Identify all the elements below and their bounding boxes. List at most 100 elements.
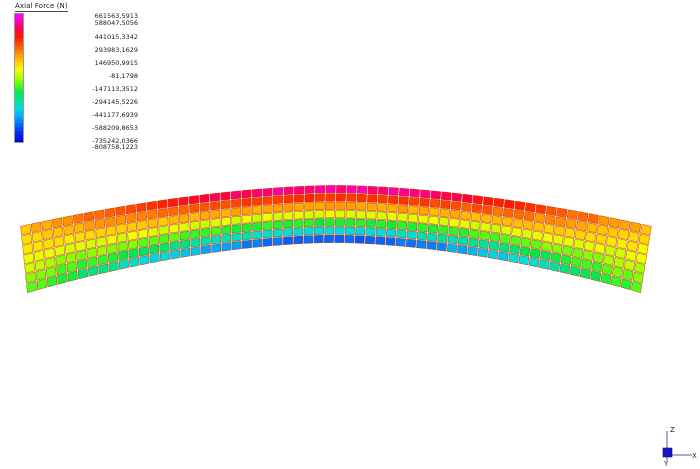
legend-color-band	[15, 57, 23, 60]
mesh-element	[544, 214, 556, 225]
mesh-element	[293, 227, 304, 236]
mesh-element	[126, 221, 138, 232]
mesh-element	[178, 205, 189, 215]
legend-color-band	[15, 73, 23, 76]
mesh-element	[346, 185, 357, 194]
mesh-element	[396, 221, 408, 231]
mesh-element	[457, 236, 469, 246]
mesh-element	[138, 237, 149, 248]
mesh-element	[74, 231, 86, 243]
mesh-element	[76, 259, 88, 271]
legend-color-band	[15, 75, 23, 77]
mesh-element	[283, 203, 294, 212]
legend-color-band	[15, 124, 23, 126]
mesh-element	[44, 247, 55, 259]
mesh-element	[419, 189, 431, 199]
legend-color-band	[15, 136, 23, 138]
mesh-element	[23, 252, 35, 265]
mesh-element	[590, 270, 602, 282]
mesh-element	[629, 221, 642, 233]
mesh-element	[519, 246, 531, 257]
mesh-element	[57, 273, 68, 285]
mesh-element	[159, 251, 170, 262]
mesh-element	[283, 236, 293, 246]
legend-color-band	[15, 48, 23, 50]
mesh-element	[514, 200, 526, 211]
mesh-element	[344, 235, 355, 244]
mesh-element	[272, 228, 283, 238]
mesh-element	[492, 206, 504, 217]
legend-color-band	[15, 59, 23, 61]
mesh-element	[273, 195, 283, 205]
mesh-element	[42, 228, 54, 241]
legend-color-band	[15, 126, 23, 129]
mesh-element	[33, 250, 45, 262]
legend-color-band	[15, 99, 23, 101]
mesh-element	[354, 235, 365, 244]
legend-color-band	[15, 33, 23, 36]
mesh-element	[314, 193, 325, 202]
mesh-element	[54, 245, 66, 257]
mesh-element	[87, 265, 99, 277]
mesh-element	[241, 189, 252, 199]
mesh-element	[158, 225, 169, 236]
legend-color-band	[15, 16, 23, 18]
legend-color-band	[15, 17, 23, 20]
mesh-element	[200, 244, 211, 255]
mesh-element	[509, 244, 520, 255]
mesh-element	[262, 221, 273, 231]
mesh-element	[210, 218, 221, 228]
mesh-element	[73, 222, 85, 234]
mesh-element	[449, 209, 461, 219]
mesh-element	[180, 239, 191, 250]
legend-color-band	[15, 45, 23, 48]
mesh-element	[231, 207, 242, 217]
mesh-element	[429, 207, 440, 217]
mesh-element	[640, 224, 652, 236]
mesh-element	[303, 235, 314, 244]
mesh-element	[377, 203, 388, 212]
axis-y-label: Y	[663, 460, 669, 468]
mesh-element	[477, 247, 489, 258]
mesh-element	[334, 226, 345, 235]
legend-color-band	[15, 118, 23, 121]
mesh-element	[148, 235, 159, 246]
legend-color-band	[15, 121, 23, 123]
legend-value-label: -81,1798	[108, 71, 138, 80]
mesh-element	[211, 243, 222, 253]
legend-color-band	[15, 129, 23, 131]
legend-color-band	[15, 138, 23, 141]
mesh-element	[592, 252, 604, 264]
mesh-element	[489, 232, 501, 243]
mesh-element	[72, 213, 84, 224]
legend-color-band	[15, 52, 23, 54]
mesh-element	[241, 206, 252, 216]
mesh-element	[56, 263, 67, 276]
mesh-element	[200, 219, 211, 229]
mesh-element	[634, 262, 646, 274]
mesh-element	[30, 221, 42, 233]
mesh-element	[180, 247, 191, 258]
mesh-element	[460, 210, 471, 221]
mesh-element	[582, 249, 594, 261]
mesh-element	[283, 228, 293, 237]
mesh-element	[190, 237, 201, 248]
mesh-element	[543, 223, 555, 234]
legend-color-band	[15, 41, 23, 44]
mesh-element	[385, 228, 397, 238]
mesh-element	[199, 210, 210, 221]
legend-color-band	[15, 79, 23, 81]
mesh-element	[105, 216, 116, 227]
legend-color-band	[15, 81, 23, 84]
mesh-element	[461, 193, 473, 204]
legend-color-bar[interactable]	[14, 13, 24, 143]
mesh-element	[252, 230, 263, 240]
mesh-element	[116, 232, 128, 243]
mesh-element	[324, 234, 334, 243]
mesh-element	[451, 192, 463, 202]
legend-color-band	[15, 28, 23, 30]
mesh-element	[314, 210, 325, 219]
mesh-element	[398, 196, 409, 205]
